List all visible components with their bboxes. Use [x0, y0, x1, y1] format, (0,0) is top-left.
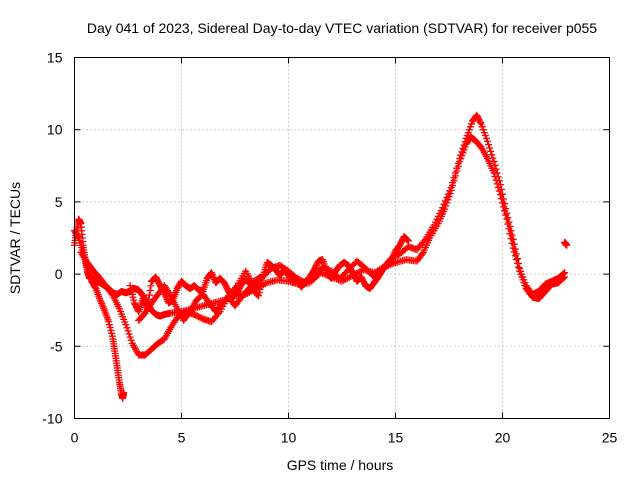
x-tick-label: 5	[178, 430, 186, 446]
data-point	[508, 231, 516, 239]
data-point	[493, 169, 501, 177]
data-point	[443, 194, 451, 202]
data-point	[255, 292, 263, 300]
data-point	[489, 154, 497, 162]
data-point	[257, 282, 265, 290]
data-point	[146, 286, 154, 294]
data-point	[444, 190, 452, 198]
data-point	[450, 174, 458, 182]
y-tick-label: 5	[55, 194, 63, 210]
data-point	[485, 141, 493, 149]
data-point	[439, 204, 447, 212]
y-tick-label: -5	[50, 338, 63, 354]
data-point	[510, 240, 518, 248]
data-point	[120, 389, 128, 397]
y-tick-label: -10	[42, 411, 62, 427]
data-point	[559, 270, 567, 278]
data-point	[504, 214, 512, 222]
x-tick-label: 10	[281, 430, 297, 446]
y-tick-label: 0	[55, 266, 63, 282]
data-point	[446, 187, 454, 195]
data-point	[490, 157, 498, 165]
data-point	[501, 200, 509, 208]
data-point	[147, 282, 155, 290]
data-point	[456, 155, 464, 163]
data-point	[125, 330, 133, 338]
data-point	[499, 190, 506, 198]
data-point	[256, 274, 264, 282]
data-point	[257, 279, 265, 287]
data-point	[487, 147, 495, 155]
data-point	[404, 237, 412, 245]
data-point	[451, 169, 459, 177]
data-point	[484, 137, 492, 145]
data-point	[492, 165, 500, 173]
data-point	[494, 173, 502, 181]
data-point	[255, 289, 263, 297]
data-point	[457, 151, 465, 159]
data-point	[441, 197, 449, 205]
data-point	[403, 235, 411, 243]
grid-layer	[74, 57, 610, 419]
chart-title: Day 041 of 2023, Sidereal Day-to-day VTE…	[87, 20, 597, 36]
data-point	[506, 222, 514, 230]
x-tick-label: 15	[388, 430, 404, 446]
data-point	[449, 179, 457, 187]
data-point	[440, 200, 448, 208]
axis-ticks: 0 5 10 15 20 25 -10 -5 0 5 10 15	[42, 50, 617, 446]
data-points	[71, 111, 571, 402]
x-tick-label: 20	[495, 430, 511, 446]
x-tick-label: 25	[602, 430, 618, 446]
x-tick-label: 0	[71, 430, 79, 446]
data-point	[460, 141, 468, 149]
data-point	[418, 250, 426, 258]
data-point	[459, 144, 467, 152]
data-point	[126, 333, 134, 341]
y-tick-label: 10	[47, 122, 63, 138]
data-point	[513, 255, 521, 263]
data-point	[124, 327, 132, 335]
data-point	[503, 209, 511, 217]
data-point	[488, 151, 496, 159]
data-point	[461, 138, 469, 146]
data-point	[495, 177, 503, 185]
data-point	[145, 291, 153, 299]
data-point	[515, 260, 523, 268]
data-point	[454, 159, 462, 167]
data-point	[108, 290, 116, 298]
data-point	[507, 227, 515, 235]
data-point	[512, 250, 520, 258]
data-point	[491, 161, 499, 169]
data-point	[502, 205, 510, 213]
data-point	[458, 148, 466, 156]
data-point	[486, 144, 494, 152]
x-axis-label: GPS time / hours	[287, 457, 394, 473]
y-tick-label: 15	[47, 50, 63, 66]
data-point	[453, 164, 461, 172]
plot-frame	[74, 57, 610, 419]
data-point	[257, 273, 265, 281]
data-point	[404, 236, 412, 244]
data-point	[511, 245, 519, 253]
data-point	[509, 235, 517, 243]
data-point	[563, 241, 571, 249]
data-point	[505, 218, 513, 226]
data-point	[561, 269, 569, 277]
data-point	[91, 283, 99, 291]
y-axis-label: SDTVAR / TECUs	[7, 182, 23, 294]
data-point	[496, 181, 504, 189]
data-point	[476, 118, 484, 126]
data-point	[497, 185, 505, 193]
data-point	[123, 324, 131, 332]
data-point	[122, 321, 130, 329]
data-point	[500, 195, 508, 203]
data-point	[127, 336, 135, 344]
data-point	[447, 183, 455, 191]
data-point	[74, 233, 82, 241]
data-point	[256, 286, 264, 294]
